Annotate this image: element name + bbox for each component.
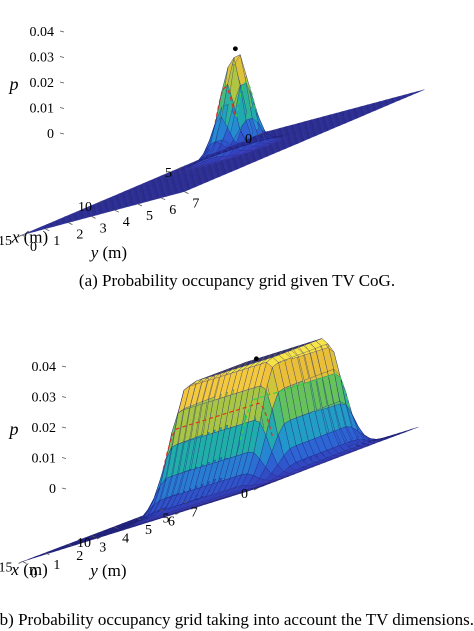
y-axis: 0 1 2 3 4 5 6 7 y (m)	[21, 191, 199, 262]
surface-cell	[22, 557, 35, 562]
z-axis-label: p	[8, 419, 19, 439]
y-tick-mark	[91, 216, 96, 219]
y-tick-label: 7	[192, 197, 199, 212]
z-tick-label: 0	[47, 127, 54, 142]
z-tick-label: 0.01	[32, 452, 57, 467]
y-tick-label: 4	[123, 215, 130, 230]
x-tick-mark	[253, 487, 259, 491]
z-tick-mark	[61, 457, 67, 459]
x-axis-label: x (m)	[11, 228, 48, 247]
y-tick-label: 0	[31, 567, 38, 582]
y-tick-mark	[114, 209, 119, 213]
peak-marker	[253, 356, 259, 362]
x-axis-label: x (m)	[10, 560, 47, 579]
y-tick-label: 1	[53, 234, 60, 249]
z-tick-label: 0.04	[32, 360, 57, 375]
y-tick-label: 3	[100, 221, 107, 236]
surface	[21, 54, 425, 236]
x-tick-mark	[177, 166, 183, 170]
z-axis: 0 0.01 0.02 0.03 0.04 p	[8, 25, 65, 142]
y-tick-label: 6	[169, 203, 176, 218]
y-tick-mark	[136, 517, 142, 521]
panel-a: 0 0.01 0.02 0.03 0.04 p 0 5 10 15 x (m) 0 1 2 3 4 5 6 7 y (…	[0, 0, 474, 310]
x-tick-mark	[175, 512, 180, 515]
y-tick-label: 0	[30, 240, 37, 255]
z-tick-mark	[61, 426, 67, 429]
z-tick-mark	[59, 56, 65, 58]
y-tick-mark	[182, 500, 187, 503]
z-tick-label: 0.04	[30, 25, 55, 40]
z-tick-label: 0.03	[32, 391, 57, 406]
x-tick-label: 5	[165, 166, 172, 181]
z-tick-label: 0.01	[30, 102, 55, 117]
y-axis-label: y (m)	[88, 561, 126, 580]
x-tick-label: 0	[245, 132, 252, 147]
y-tick-label: 5	[145, 523, 152, 538]
caption-b: (b) Probability occupancy grid taking in…	[0, 610, 474, 629]
cog-edge-line	[214, 86, 236, 123]
x-tick-mark	[97, 200, 103, 204]
x-tick-label: 15	[0, 561, 13, 576]
surface-cell	[21, 230, 35, 236]
y-tick-mark	[45, 228, 50, 232]
z-tick-mark	[59, 132, 65, 135]
z-tick-mark	[61, 365, 67, 368]
z-axis-label: p	[8, 74, 19, 94]
y-tick-mark	[21, 234, 27, 238]
x-tick-label: 0	[241, 487, 248, 502]
x-tick-label: 10	[77, 536, 91, 551]
surface	[22, 338, 419, 562]
x-tick-label: 5	[163, 512, 170, 527]
y-tick-mark	[184, 191, 189, 194]
panel-b: 0 0.01 0.02 0.03 0.04 p 0 5 10 15 x (m) 0 1 2 3 4 5 6 7 y (…	[0, 316, 474, 631]
y-tick-mark	[91, 535, 96, 538]
y-tick-mark	[68, 543, 73, 547]
z-tick-label: 0	[49, 482, 56, 497]
dims-edge-line	[239, 373, 351, 441]
edge-lines	[162, 373, 351, 471]
y-tick-label: 4	[122, 532, 129, 547]
z-axis: 0 0.01 0.02 0.03 0.04 p	[8, 360, 67, 497]
x-tick-mark	[18, 561, 23, 564]
y-tick-mark	[113, 526, 119, 530]
x-tick-mark	[96, 536, 102, 540]
x-tick-label: 15	[0, 234, 12, 249]
y-tick-mark	[161, 197, 166, 201]
y-tick-mark	[45, 552, 50, 556]
edge-lines	[214, 81, 257, 123]
y-tick-mark	[159, 508, 165, 512]
z-tick-mark	[59, 30, 65, 33]
y-tick-label: 7	[191, 506, 198, 521]
z-tick-label: 0.03	[30, 51, 55, 66]
y-tick-label: 5	[146, 209, 153, 224]
z-tick-label: 0.02	[32, 421, 57, 436]
caption-a: (a) Probability occupancy grid given TV …	[78, 271, 396, 290]
y-tick-label: 1	[53, 558, 60, 573]
y-tick-mark	[22, 561, 27, 564]
y-axis-label: y (m)	[89, 243, 127, 262]
y-tick-mark	[68, 222, 73, 225]
x-tick-mark	[257, 132, 263, 136]
y-tick-label: 6	[168, 514, 175, 529]
z-tick-label: 0.02	[30, 76, 55, 91]
x-tick-mark	[17, 234, 23, 238]
z-tick-mark	[61, 487, 67, 490]
dims-edge-line	[235, 81, 257, 118]
y-tick-label: 3	[99, 540, 106, 555]
z-tick-mark	[59, 107, 65, 109]
y-tick-mark	[137, 203, 143, 207]
z-tick-mark	[61, 396, 67, 398]
y-tick-label: 2	[76, 549, 83, 564]
peak-marker	[232, 46, 238, 52]
z-tick-mark	[59, 81, 65, 84]
y-tick-label: 2	[76, 228, 83, 243]
cog-edge-line	[162, 402, 273, 471]
x-tick-label: 10	[78, 200, 92, 215]
